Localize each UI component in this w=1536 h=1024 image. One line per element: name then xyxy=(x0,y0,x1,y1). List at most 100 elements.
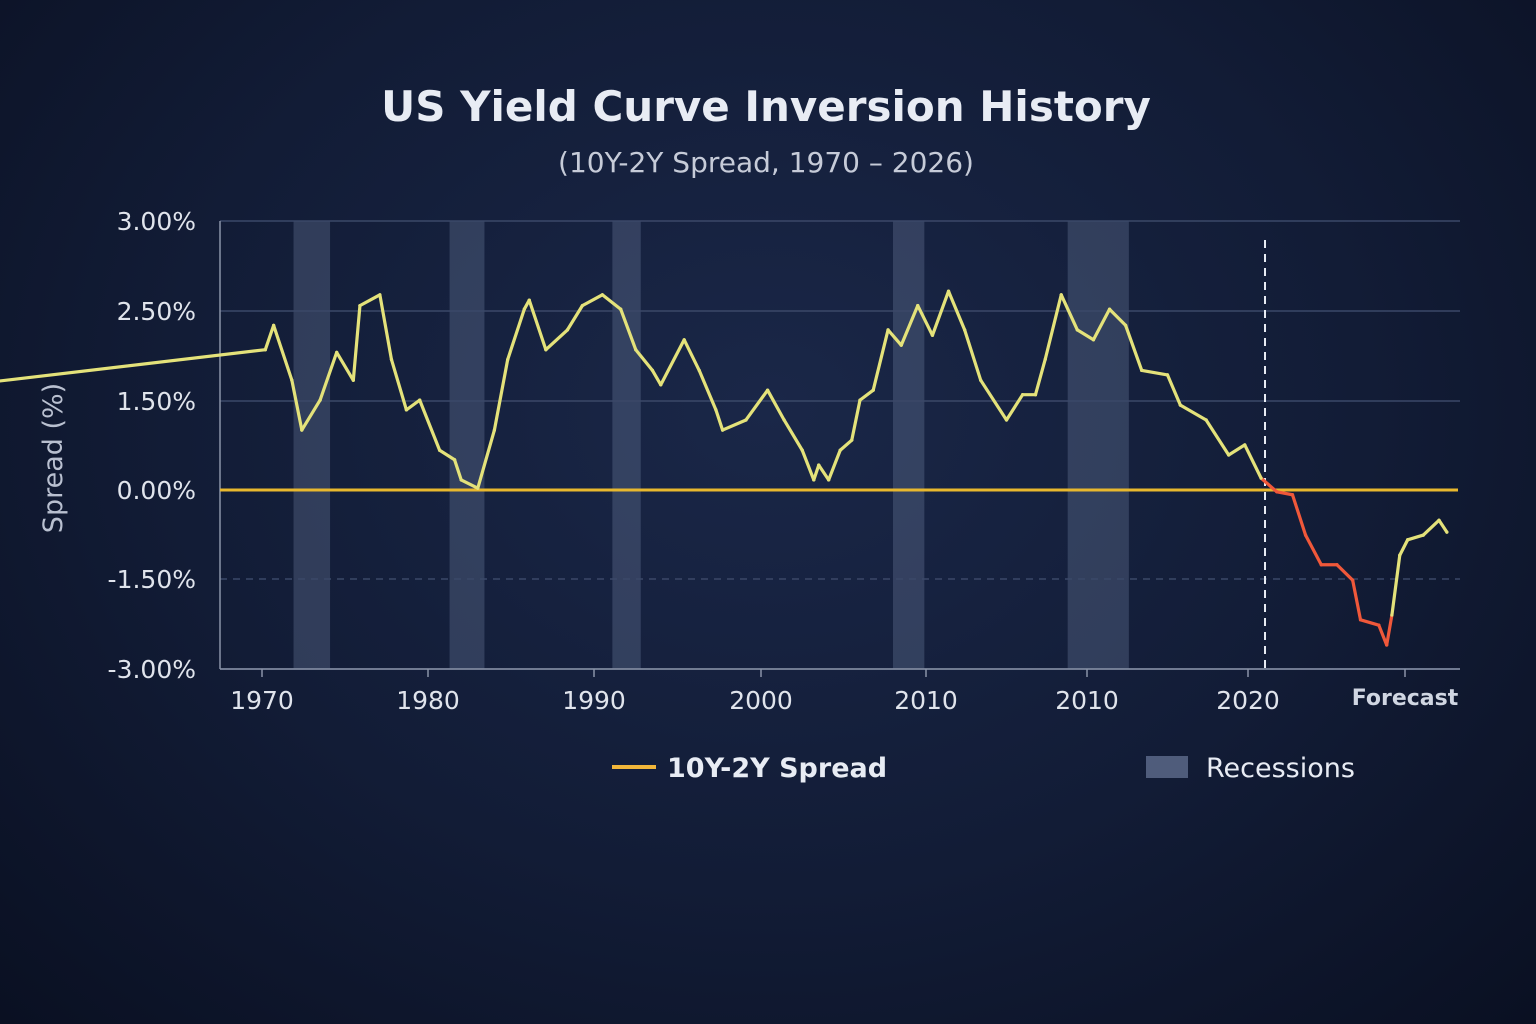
spread-line-segment xyxy=(318,350,339,402)
spread-line-segment xyxy=(1178,403,1208,422)
spread-point xyxy=(1021,393,1025,397)
y-tick-label: 0.00% xyxy=(117,476,196,505)
spread-line-segment xyxy=(1227,443,1247,457)
spread-point xyxy=(600,293,604,297)
spread-line-segment xyxy=(1124,323,1144,372)
spread-line-segment xyxy=(838,438,854,452)
x-tick-label: 1990 xyxy=(562,686,626,715)
spread-point xyxy=(290,378,294,382)
spread-point xyxy=(850,438,854,442)
spread-point xyxy=(1290,493,1295,497)
recession-band xyxy=(893,221,925,669)
spread-point xyxy=(438,448,442,452)
spread-point xyxy=(1075,328,1079,332)
y-axis-label: Spread (%) xyxy=(38,383,69,533)
spread-point xyxy=(930,333,935,337)
spread-point xyxy=(1275,490,1279,494)
spread-line-segment xyxy=(1437,518,1449,534)
spread-line-segment xyxy=(659,338,686,387)
spread-line-segment xyxy=(506,307,526,362)
spread-point xyxy=(1204,418,1208,422)
spread-line-segment xyxy=(744,388,770,422)
spread-line-segment xyxy=(1204,418,1231,457)
spread-line-segment xyxy=(438,448,457,462)
spread-line-segment xyxy=(351,304,362,382)
spread-point xyxy=(634,348,638,352)
spread-line-segment xyxy=(1043,293,1063,362)
spread-line-segment xyxy=(565,304,584,332)
recession-band xyxy=(612,221,641,669)
spread-point xyxy=(886,328,890,332)
spread-point xyxy=(565,328,570,332)
x-tick-label: 2010 xyxy=(1055,686,1119,715)
spread-point xyxy=(358,304,362,308)
spread-point xyxy=(838,448,842,452)
spread-line-segment xyxy=(1303,533,1323,567)
spread-line-segment xyxy=(871,328,890,392)
x-tick-label: 1980 xyxy=(396,686,460,715)
spread-point xyxy=(979,378,983,382)
spread-point xyxy=(714,408,718,412)
spread-line-segment xyxy=(1140,368,1170,377)
spread-point xyxy=(619,307,623,311)
spread-point xyxy=(272,323,276,327)
spread-point xyxy=(378,293,382,297)
spread-point xyxy=(744,418,748,422)
x-tick-label: 2010 xyxy=(894,686,958,715)
spread-point xyxy=(1406,538,1410,542)
spread-point xyxy=(1059,293,1063,297)
spread-point xyxy=(858,398,862,402)
spread-line-segment xyxy=(946,289,967,332)
recession-band xyxy=(449,221,485,669)
spread-point xyxy=(1351,578,1355,582)
spread-line-segment xyxy=(1275,490,1295,497)
y-tick-label: 1.50% xyxy=(117,387,196,416)
spread-line-segment xyxy=(979,378,1009,422)
spread-point xyxy=(800,448,804,452)
spread-line-segment xyxy=(404,398,422,412)
spread-line-segment xyxy=(600,293,623,311)
spread-point xyxy=(335,350,339,354)
spread-point xyxy=(697,368,701,372)
spread-point xyxy=(1043,358,1047,362)
spread-point xyxy=(476,486,480,490)
spread-line-segment xyxy=(1107,307,1128,327)
spread-line-segment xyxy=(1059,293,1079,332)
spread-line-segment xyxy=(850,398,862,442)
spread-point xyxy=(389,358,394,362)
spread-line-segment xyxy=(1004,393,1025,422)
spread-point xyxy=(827,478,831,482)
spread-point xyxy=(527,298,531,302)
spread-line-segment xyxy=(527,298,548,352)
spread-line-segment xyxy=(1377,623,1389,647)
spread-line-segment xyxy=(335,350,355,382)
spread-line-segment xyxy=(899,304,920,347)
spread-point xyxy=(544,348,548,352)
spread-line-segment xyxy=(634,348,655,372)
spread-line-segment xyxy=(1165,373,1182,407)
spread-line-segment xyxy=(782,418,804,452)
spread-point xyxy=(506,358,510,362)
spread-line-segment xyxy=(1033,358,1047,397)
spread-point xyxy=(1091,338,1096,342)
spread-line-segment xyxy=(418,398,442,452)
spread-line-segment xyxy=(886,328,903,347)
spread-point xyxy=(1385,643,1389,647)
spread-line-segment xyxy=(827,448,842,482)
spread-point xyxy=(418,398,422,402)
y-tick-label: 3.00% xyxy=(117,207,196,236)
spread-point xyxy=(459,478,463,482)
legend-series-label: 10Y-2Y Spread xyxy=(667,753,887,784)
spread-point xyxy=(1390,613,1394,617)
y-tick-label: 2.50% xyxy=(117,297,196,326)
spread-line-segment xyxy=(1075,328,1096,342)
spread-point xyxy=(1319,563,1323,567)
spread-point xyxy=(871,388,875,392)
spread-line-segment xyxy=(714,408,725,432)
spread-line-segment xyxy=(492,358,510,432)
spread-point xyxy=(580,304,584,308)
spread-line-segment xyxy=(1385,613,1394,647)
spread-line-segment xyxy=(1390,553,1402,617)
spread-line-segment xyxy=(358,293,382,308)
